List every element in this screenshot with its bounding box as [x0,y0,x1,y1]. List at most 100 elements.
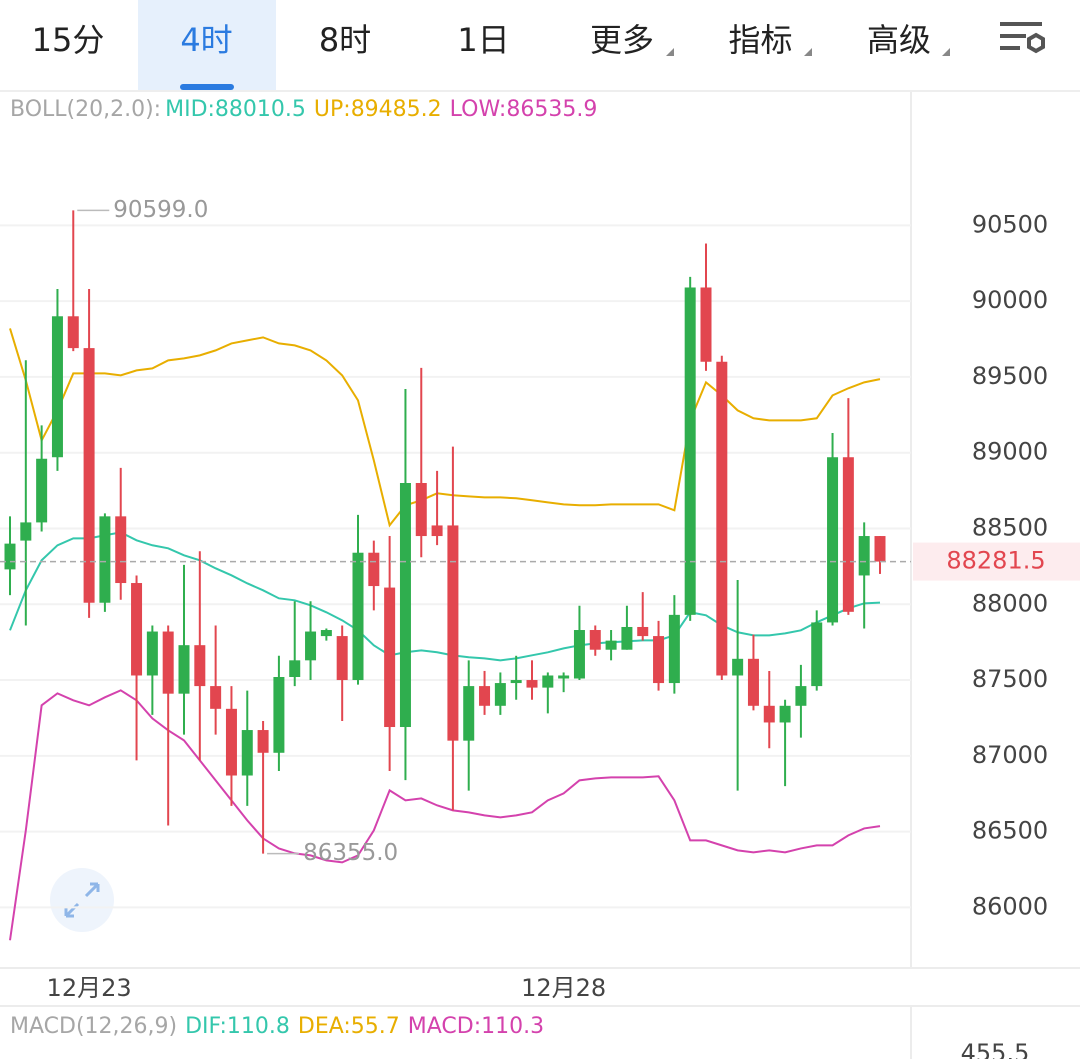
y-tick-label: 90500 [972,210,1048,238]
candle-body [415,483,427,537]
candle-body [399,483,411,728]
tab[interactable]: 8时 [319,21,371,59]
candle-body [210,686,222,709]
candle-body [621,626,633,650]
candle-body [447,525,459,741]
candle-body [352,552,364,681]
candle-body [431,525,443,537]
macd-legend-item: MACD:110.3 [408,1014,544,1039]
candle-body [653,636,665,684]
tab-indicator [180,84,234,90]
candle-body [289,660,301,677]
candle-body [257,730,269,753]
candle-body [763,705,775,723]
y-tick-label: 87000 [972,741,1048,769]
candle-body [4,543,16,570]
legend-item: LOW:86535.9 [450,97,598,122]
x-tick-label: 12月23 [47,974,132,1002]
y-tick-label: 90000 [972,286,1048,314]
candle-body [115,516,127,584]
dropdown-arrow [804,48,812,56]
candle-body [700,287,712,362]
boll-line [9,328,881,528]
boll-line [9,531,881,662]
macd-legend-item: DEA:55.7 [298,1014,400,1039]
extreme-label: 86355.0 [303,840,398,866]
candle-body [225,708,237,776]
tab[interactable]: 高级 [867,21,931,59]
boll-line [9,689,881,941]
candle-body [573,630,585,679]
candle-body [558,675,570,679]
candle-body [273,677,285,753]
candle-body [858,536,870,576]
candle-body [146,631,158,676]
candle-body [526,680,538,688]
candle-body [668,614,680,684]
candle-body [874,536,886,562]
candle-body [336,636,348,681]
y-tick-label: 88500 [972,513,1048,541]
candle-body [368,552,380,587]
y-tick-label: 86000 [972,892,1048,920]
y-tick-label: 89500 [972,362,1048,390]
tab[interactable]: 更多 [590,21,654,59]
x-tick-label: 12月28 [521,974,606,1002]
tab[interactable]: 4时 [180,21,232,59]
expand-button[interactable] [50,868,114,932]
tab[interactable]: 1日 [457,21,509,59]
candle-body [320,630,332,637]
candle-body [510,680,522,684]
candle-body [51,316,63,458]
y-tick-label: 89000 [972,438,1048,466]
tab[interactable]: 指标 [728,21,792,59]
y-tick-label: 86500 [972,817,1048,845]
candle-body [589,630,601,650]
candle-body [811,622,823,687]
legend-item: UP:89485.2 [314,97,442,122]
macd-label: MACD(12,26,9) [10,1014,177,1039]
candle-body [732,658,744,676]
candle-body [99,516,111,603]
candle-body [637,626,649,637]
macd-legend-item: DIF:110.8 [185,1014,290,1039]
candle-body [305,631,317,661]
candle-body [36,458,48,523]
candle-body [83,348,95,603]
last-price-label: 88281.5 [946,547,1045,575]
candle-body [842,457,854,612]
candle-body [779,705,791,723]
candle-body [178,645,190,694]
candle-body [241,730,253,776]
dropdown-arrow [666,48,674,56]
candle-body [684,287,696,615]
candle-body [20,522,32,541]
legend-item: MID:88010.5 [165,97,306,122]
settings-icon[interactable] [1000,22,1045,54]
dropdown-arrow [942,48,950,56]
y-tick-label: 87500 [972,665,1048,693]
tab[interactable]: 15分 [32,21,105,59]
candle-body [479,686,491,706]
candle-body [795,686,807,706]
macd-axis-label: 455.5 [961,1039,1030,1059]
candle-body [716,361,728,676]
candle-body [542,675,554,688]
last-price-bg [913,542,1080,581]
candle-body [194,645,206,687]
candle-body [384,587,396,728]
candle-body [747,658,759,706]
candle-body [162,631,174,694]
candle-body [827,457,839,623]
candle-body [463,686,475,741]
candle-body [131,583,143,676]
indicator-label: BOLL(20,2.0): [10,97,161,122]
candle-body [494,683,506,706]
y-tick-label: 88000 [972,589,1048,617]
tab-selected-bg [138,0,276,90]
candle-body [605,640,617,650]
tab-bar: 15分 4时 8时 1日 更多 指标 高级 [32,21,931,59]
candle-body [67,316,79,349]
